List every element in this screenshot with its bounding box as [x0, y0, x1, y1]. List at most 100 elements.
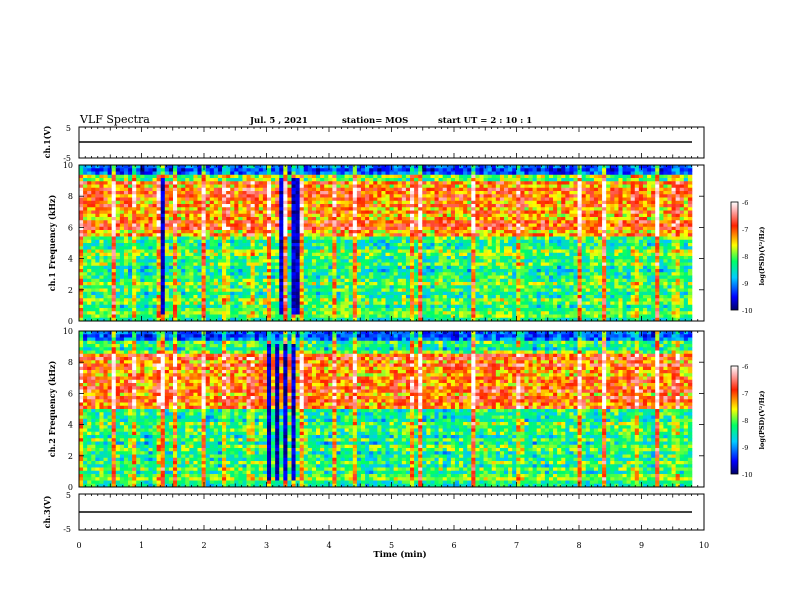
spectrogram-cell [385, 187, 390, 192]
spectrogram-cell [401, 269, 407, 273]
spectrogram-cell [430, 291, 435, 296]
spectrogram-cell [217, 252, 223, 257]
spectrogram-cell [454, 171, 460, 176]
spectrogram-cell [483, 223, 488, 228]
spectrogram-cell [246, 278, 251, 283]
spectrogram-cell [262, 171, 268, 176]
spectrogram-cell [299, 191, 305, 195]
spectrogram-cell [230, 256, 235, 260]
spectrogram-cell [336, 243, 341, 247]
spectrogram-cell [459, 246, 464, 250]
spectrogram-cell [140, 295, 145, 299]
spectrogram-cell [426, 288, 431, 293]
spectrogram-cell [299, 181, 305, 185]
spectrogram-cell [332, 317, 337, 322]
spectrogram-cell [422, 174, 427, 179]
spectrogram-cell [397, 275, 403, 280]
spectrogram-cell [316, 230, 321, 234]
spectrogram-cell [410, 295, 415, 299]
spectrogram-cell [422, 311, 427, 315]
spectrogram-cell [160, 249, 166, 254]
spectrogram-cell [144, 295, 149, 299]
spectrogram-cell [393, 210, 399, 215]
spectrogram-cell [213, 272, 219, 276]
spectrogram-cell [397, 165, 403, 169]
spectrogram-cell [405, 301, 411, 306]
spectrogram-cell [152, 262, 157, 267]
spectrogram-cell [454, 288, 460, 293]
spectrogram-cell [91, 246, 96, 250]
spectrogram-cell [471, 230, 476, 234]
spectrogram-cell [279, 275, 284, 280]
spectrogram-cell [434, 246, 439, 250]
spectrogram-cell [328, 278, 333, 283]
spectrogram-cell [373, 230, 378, 234]
spectrogram-cell [128, 288, 133, 293]
spectrogram-cell [79, 217, 84, 221]
spectrogram-cell [123, 314, 129, 319]
spectrogram-cell [311, 184, 317, 189]
spectrogram-cell [111, 174, 117, 179]
spectrogram-cell [422, 301, 427, 306]
spectrogram-cell [230, 200, 235, 205]
spectrogram-cell [213, 168, 219, 172]
spectrogram-cell [209, 213, 215, 218]
spectrogram-cell [107, 285, 112, 289]
spectrogram-cell [242, 259, 247, 263]
spectrogram-cell [336, 252, 341, 257]
spectrogram-cell [217, 200, 223, 205]
spectrogram-cell [430, 217, 435, 221]
spectrogram-cell [369, 210, 374, 215]
spectrogram-cell [83, 217, 88, 221]
spectrogram-cell [234, 171, 239, 176]
spectrogram-cell [352, 194, 358, 198]
spectrogram-cell [99, 233, 104, 237]
spectrogram-cell [320, 181, 325, 185]
spectrogram-cell [254, 168, 260, 172]
spectrogram-cell [365, 265, 370, 270]
spectrogram-cell [377, 317, 382, 322]
spectrogram-cell [450, 174, 456, 179]
spectrogram-cell [320, 165, 325, 169]
spectrogram-cell [475, 223, 480, 228]
spectrogram-cell [79, 168, 84, 172]
spectrogram-cell [181, 301, 186, 306]
spectrogram-cell [140, 236, 145, 241]
spectrogram-cell [360, 304, 366, 309]
spectrogram-cell [463, 314, 468, 319]
spectrogram-cell [234, 165, 239, 169]
spectrogram-cell [385, 213, 390, 218]
spectrogram-cell [83, 236, 88, 241]
spectrogram-cell [410, 168, 415, 172]
spectrogram-cell [479, 168, 484, 172]
spectrogram-cell [123, 308, 129, 312]
spectrogram-cell [152, 191, 157, 195]
spectrogram-cell [103, 298, 108, 302]
spectrogram-cell [336, 187, 341, 192]
spectrogram-cell [434, 178, 439, 182]
spectrogram-cell [373, 168, 378, 172]
spectrogram-cell [275, 291, 280, 296]
spectrogram-cell [111, 301, 117, 306]
spectrogram-cell [336, 194, 341, 198]
spectrogram-cell [299, 204, 305, 208]
spectrogram-cell [250, 314, 256, 319]
spectrogram-cell [160, 246, 166, 250]
spectrogram-cell [385, 311, 390, 315]
spectrogram-cell [389, 210, 394, 215]
spectrogram-cell [373, 187, 378, 192]
spectrogram-cell [148, 168, 153, 172]
spectrogram-cell [164, 298, 170, 302]
spectrogram-cell [299, 301, 305, 306]
spectrogram-cell [209, 278, 215, 283]
spectrogram-cell [332, 230, 337, 234]
spectrogram-cell [181, 194, 186, 198]
spectrogram-cell [115, 275, 121, 280]
spectrogram-cell [103, 311, 108, 315]
spectrogram-cell [422, 200, 427, 205]
spectrogram-cell [91, 291, 96, 296]
spectrogram-cell [336, 236, 341, 241]
spectrogram-cell [87, 204, 92, 208]
spectrogram-cell [213, 256, 219, 260]
spectrogram-cell [454, 282, 460, 286]
